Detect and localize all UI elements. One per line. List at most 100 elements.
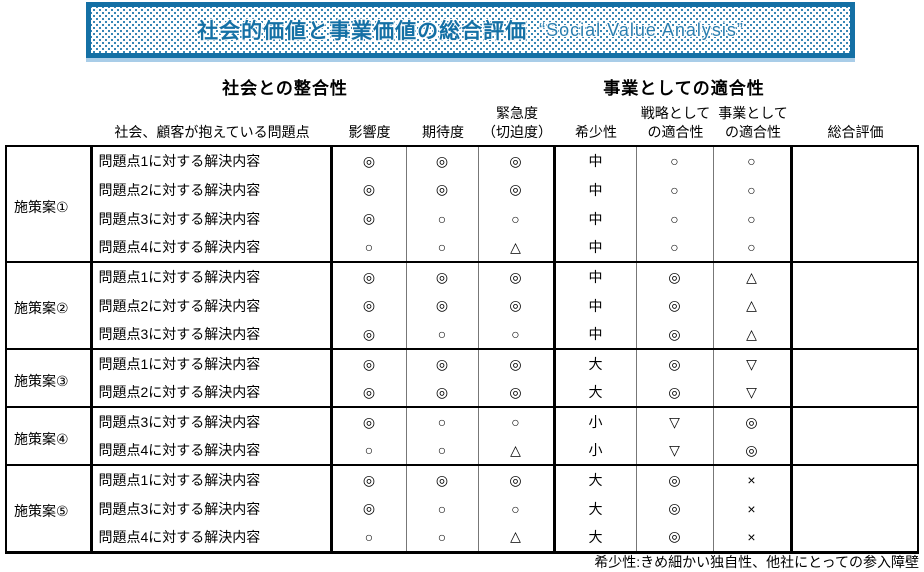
cell-urgency: △ — [477, 233, 554, 262]
cell-problem: 問題点3に対する解決内容 — [89, 494, 331, 523]
column-header-expectation: 期待度 — [422, 124, 464, 140]
matrix-body: 施策案① 問題点1に対する解決内容 ◎ ◎ ◎ 中 ○ ○ 問題点2に対する解決内容 ◎ ◎ ◎ 中 ○ ○… — [6, 145, 918, 552]
cell-expectation: ○ — [405, 204, 478, 233]
cell-strategy-fit: ◎ — [635, 291, 713, 320]
table-row: 問題点3に対する解決内容 ◎ ○ ○ 中 ◎ △ — [6, 320, 918, 349]
cell-urgency: ○ — [477, 204, 554, 233]
cell-impact: ◎ — [329, 378, 406, 407]
group-label: 施策案⑤ — [6, 464, 91, 552]
column-header-overall: 総合評価 — [827, 124, 884, 140]
cell-urgency: ◎ — [477, 291, 554, 320]
cell-urgency: ○ — [477, 406, 554, 436]
cell-strategy-fit: ◎ — [635, 378, 713, 407]
table-row: 施策案④ 問題点3に対する解決内容 ◎ ○ ○ 小 ▽ ◎ — [6, 406, 918, 465]
cell-impact: ◎ — [329, 291, 406, 320]
cell-problem: 問題点4に対する解決内容 — [89, 233, 331, 262]
cell-business-fit: ◎ — [712, 436, 791, 465]
cell-scarcity: 大 — [552, 494, 636, 523]
cell-problem: 問題点4に対する解決内容 — [89, 436, 331, 465]
table-row: 施策案⑤ 問題点1に対する解決内容 ◎ ◎ ◎ 大 ◎ × — [6, 464, 918, 552]
cell-business-fit: × — [712, 494, 791, 523]
cell-business-fit: ○ — [712, 204, 791, 233]
cell-scarcity: 大 — [552, 348, 636, 378]
table-row: 施策案① 問題点1に対する解決内容 ◎ ◎ ◎ 中 ○ ○ — [6, 145, 918, 262]
table-row: 問題点3に対する解決内容 ◎ ○ ○ 中 ○ ○ — [6, 204, 918, 233]
cell-urgency: ◎ — [477, 261, 554, 291]
cell-business-fit: ▽ — [712, 348, 791, 378]
cell-scarcity: 大 — [552, 523, 636, 552]
cell-scarcity: 大 — [552, 464, 636, 494]
cell-urgency: ○ — [477, 320, 554, 349]
cell-expectation: ◎ — [405, 348, 478, 378]
cell-problem: 問題点3に対する解決内容 — [89, 406, 331, 436]
cell-business-fit: ○ — [712, 145, 791, 175]
cell-impact: ◎ — [329, 204, 406, 233]
table-row: 問題点4に対する解決内容 ○ ○ △ 小 ▽ ◎ — [6, 436, 918, 465]
cell-overall-evaluation — [789, 406, 918, 465]
table-row: 問題点2に対する解決内容 ◎ ◎ ◎ 中 ◎ △ — [6, 291, 918, 320]
cell-strategy-fit: ○ — [635, 233, 713, 262]
group-label: 施策案① — [6, 145, 91, 262]
cell-scarcity: 中 — [552, 204, 636, 233]
cell-problem: 問題点1に対する解決内容 — [89, 145, 331, 175]
cell-expectation: ◎ — [405, 378, 478, 407]
cell-strategy-fit: ○ — [635, 204, 713, 233]
section-header-social-alignment: 社会との整合性 — [222, 79, 348, 98]
page-title: 社会的価値と事業価値の総合評価 — [197, 20, 528, 43]
cell-overall-evaluation — [789, 261, 918, 349]
cell-scarcity: 大 — [552, 378, 636, 407]
cell-business-fit: ○ — [712, 233, 791, 262]
cell-overall-evaluation — [789, 348, 918, 407]
cell-impact: ◎ — [329, 145, 406, 175]
cell-business-fit: ○ — [712, 175, 791, 204]
cell-impact: ○ — [329, 436, 406, 465]
cell-scarcity: 小 — [552, 436, 636, 465]
cell-urgency: ◎ — [477, 378, 554, 407]
cell-problem: 問題点1に対する解決内容 — [89, 348, 331, 378]
cell-scarcity: 中 — [552, 233, 636, 262]
cell-business-fit: ▽ — [712, 378, 791, 407]
table-row: 施策案③ 問題点1に対する解決内容 ◎ ◎ ◎ 大 ◎ ▽ — [6, 348, 918, 407]
cell-strategy-fit: ◎ — [635, 320, 713, 349]
table-row: 施策案② 問題点1に対する解決内容 ◎ ◎ ◎ 中 ◎ △ — [6, 261, 918, 349]
cell-business-fit: △ — [712, 291, 791, 320]
cell-expectation: ○ — [405, 406, 478, 436]
cell-strategy-fit: ▽ — [635, 436, 713, 465]
cell-expectation: ◎ — [405, 175, 478, 204]
cell-expectation: ◎ — [405, 145, 478, 175]
table-row: 問題点3に対する解決内容 ◎ ○ ○ 大 ◎ × — [6, 494, 918, 523]
cell-expectation: ○ — [405, 233, 478, 262]
cell-impact: ○ — [329, 233, 406, 262]
table-row: 問題点4に対する解決内容 ○ ○ △ 中 ○ ○ — [6, 233, 918, 262]
cell-urgency: △ — [477, 523, 554, 552]
column-header-problems: 社会、顧客が抱えている問題点 — [114, 124, 310, 140]
cell-strategy-fit: ◎ — [635, 348, 713, 378]
column-header-business-fit: 事業として の適合性 — [718, 105, 788, 140]
cell-problem: 問題点1に対する解決内容 — [89, 464, 331, 494]
cell-expectation: ○ — [405, 320, 478, 349]
cell-urgency: ○ — [477, 494, 554, 523]
page-title-english: “Social Value Analysis” — [539, 19, 744, 40]
cell-strategy-fit: ◎ — [635, 261, 713, 291]
cell-problem: 問題点2に対する解決内容 — [89, 378, 331, 407]
column-header-row: 社会、顧客が抱えている問題点 影響度 期待度 緊急度 （切迫度） 希少性 戦略として の適合性… — [92, 94, 919, 144]
cell-expectation: ◎ — [405, 261, 478, 291]
cell-problem: 問題点3に対する解決内容 — [89, 320, 331, 349]
table-row: 問題点2に対する解決内容 ◎ ◎ ◎ 大 ◎ ▽ — [6, 378, 918, 407]
cell-urgency: ◎ — [477, 145, 554, 175]
cell-scarcity: 小 — [552, 406, 636, 436]
cell-expectation: ○ — [405, 494, 478, 523]
group-label: 施策案④ — [6, 406, 91, 465]
cell-strategy-fit: ○ — [635, 175, 713, 204]
cell-scarcity: 中 — [552, 261, 636, 291]
column-header-strategy-fit: 戦略として の適合性 — [640, 105, 711, 140]
cell-urgency: △ — [477, 436, 554, 465]
column-header-impact: 影響度 — [348, 124, 391, 140]
cell-strategy-fit: ◎ — [635, 523, 713, 552]
table-row: 問題点4に対する解決内容 ○ ○ △ 大 ◎ × — [6, 523, 918, 552]
cell-problem: 問題点4に対する解決内容 — [89, 523, 331, 552]
cell-business-fit: × — [712, 464, 791, 494]
evaluation-matrix: 施策案① 問題点1に対する解決内容 ◎ ◎ ◎ 中 ○ ○ 問題点2に対する解決内容 ◎ ◎ ◎ 中 ○ ○… — [5, 145, 919, 554]
cell-overall-evaluation — [789, 464, 918, 552]
table-row: 問題点2に対する解決内容 ◎ ◎ ◎ 中 ○ ○ — [6, 175, 918, 204]
